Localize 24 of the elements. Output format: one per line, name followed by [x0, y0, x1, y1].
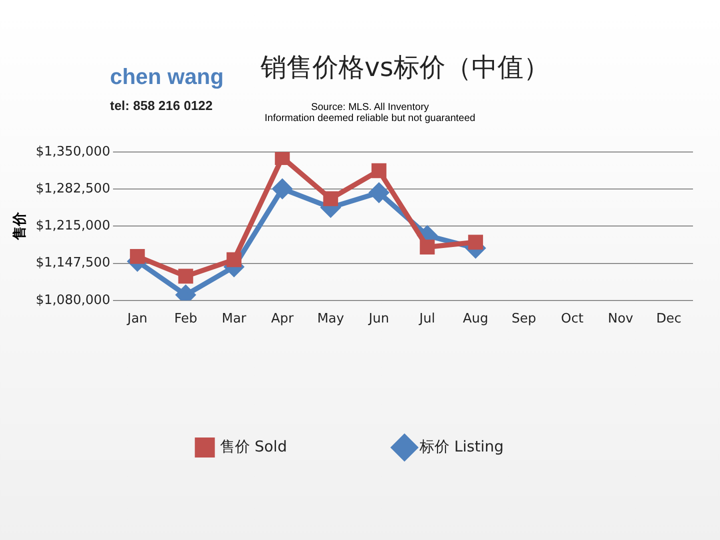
y-tick-label: $1,282,500	[36, 181, 110, 196]
x-tick-label: Jun	[368, 312, 390, 327]
chart-title: 销售价格vs标价（中值）	[260, 53, 550, 83]
x-tick-label: Aug	[462, 312, 488, 327]
y-axis-title: 售价	[12, 211, 28, 242]
legend-label: 售价 Sold	[220, 437, 287, 456]
y-tick-label: $1,215,000	[36, 218, 110, 234]
source-note: Source: MLS. All Inventory Information deemed reliable but not guaranteed	[264, 102, 476, 124]
x-tick-label: May	[317, 312, 344, 327]
text: chen wang	[110, 64, 224, 90]
x-tick-label: Dec	[656, 312, 682, 327]
y-tick-label: $1,350,000	[36, 144, 110, 160]
x-tick-label: Mar	[222, 312, 247, 327]
text: tel: 858 216 0122	[110, 98, 213, 113]
x-tick-label: Jul	[418, 312, 436, 327]
x-tick-label: Jan	[126, 312, 148, 327]
x-tick-label: Apr	[271, 312, 294, 327]
x-tick-label: Nov	[608, 312, 634, 327]
x-tick-label: Oct	[560, 312, 584, 327]
x-tick-label: Sep	[512, 312, 536, 327]
y-tick-label: $1,147,500	[36, 256, 110, 271]
x-tick-label: Feb	[174, 312, 198, 327]
y-tick-label: $1,080,000	[36, 292, 110, 308]
legend-label: 标价 Listing	[418, 437, 504, 456]
